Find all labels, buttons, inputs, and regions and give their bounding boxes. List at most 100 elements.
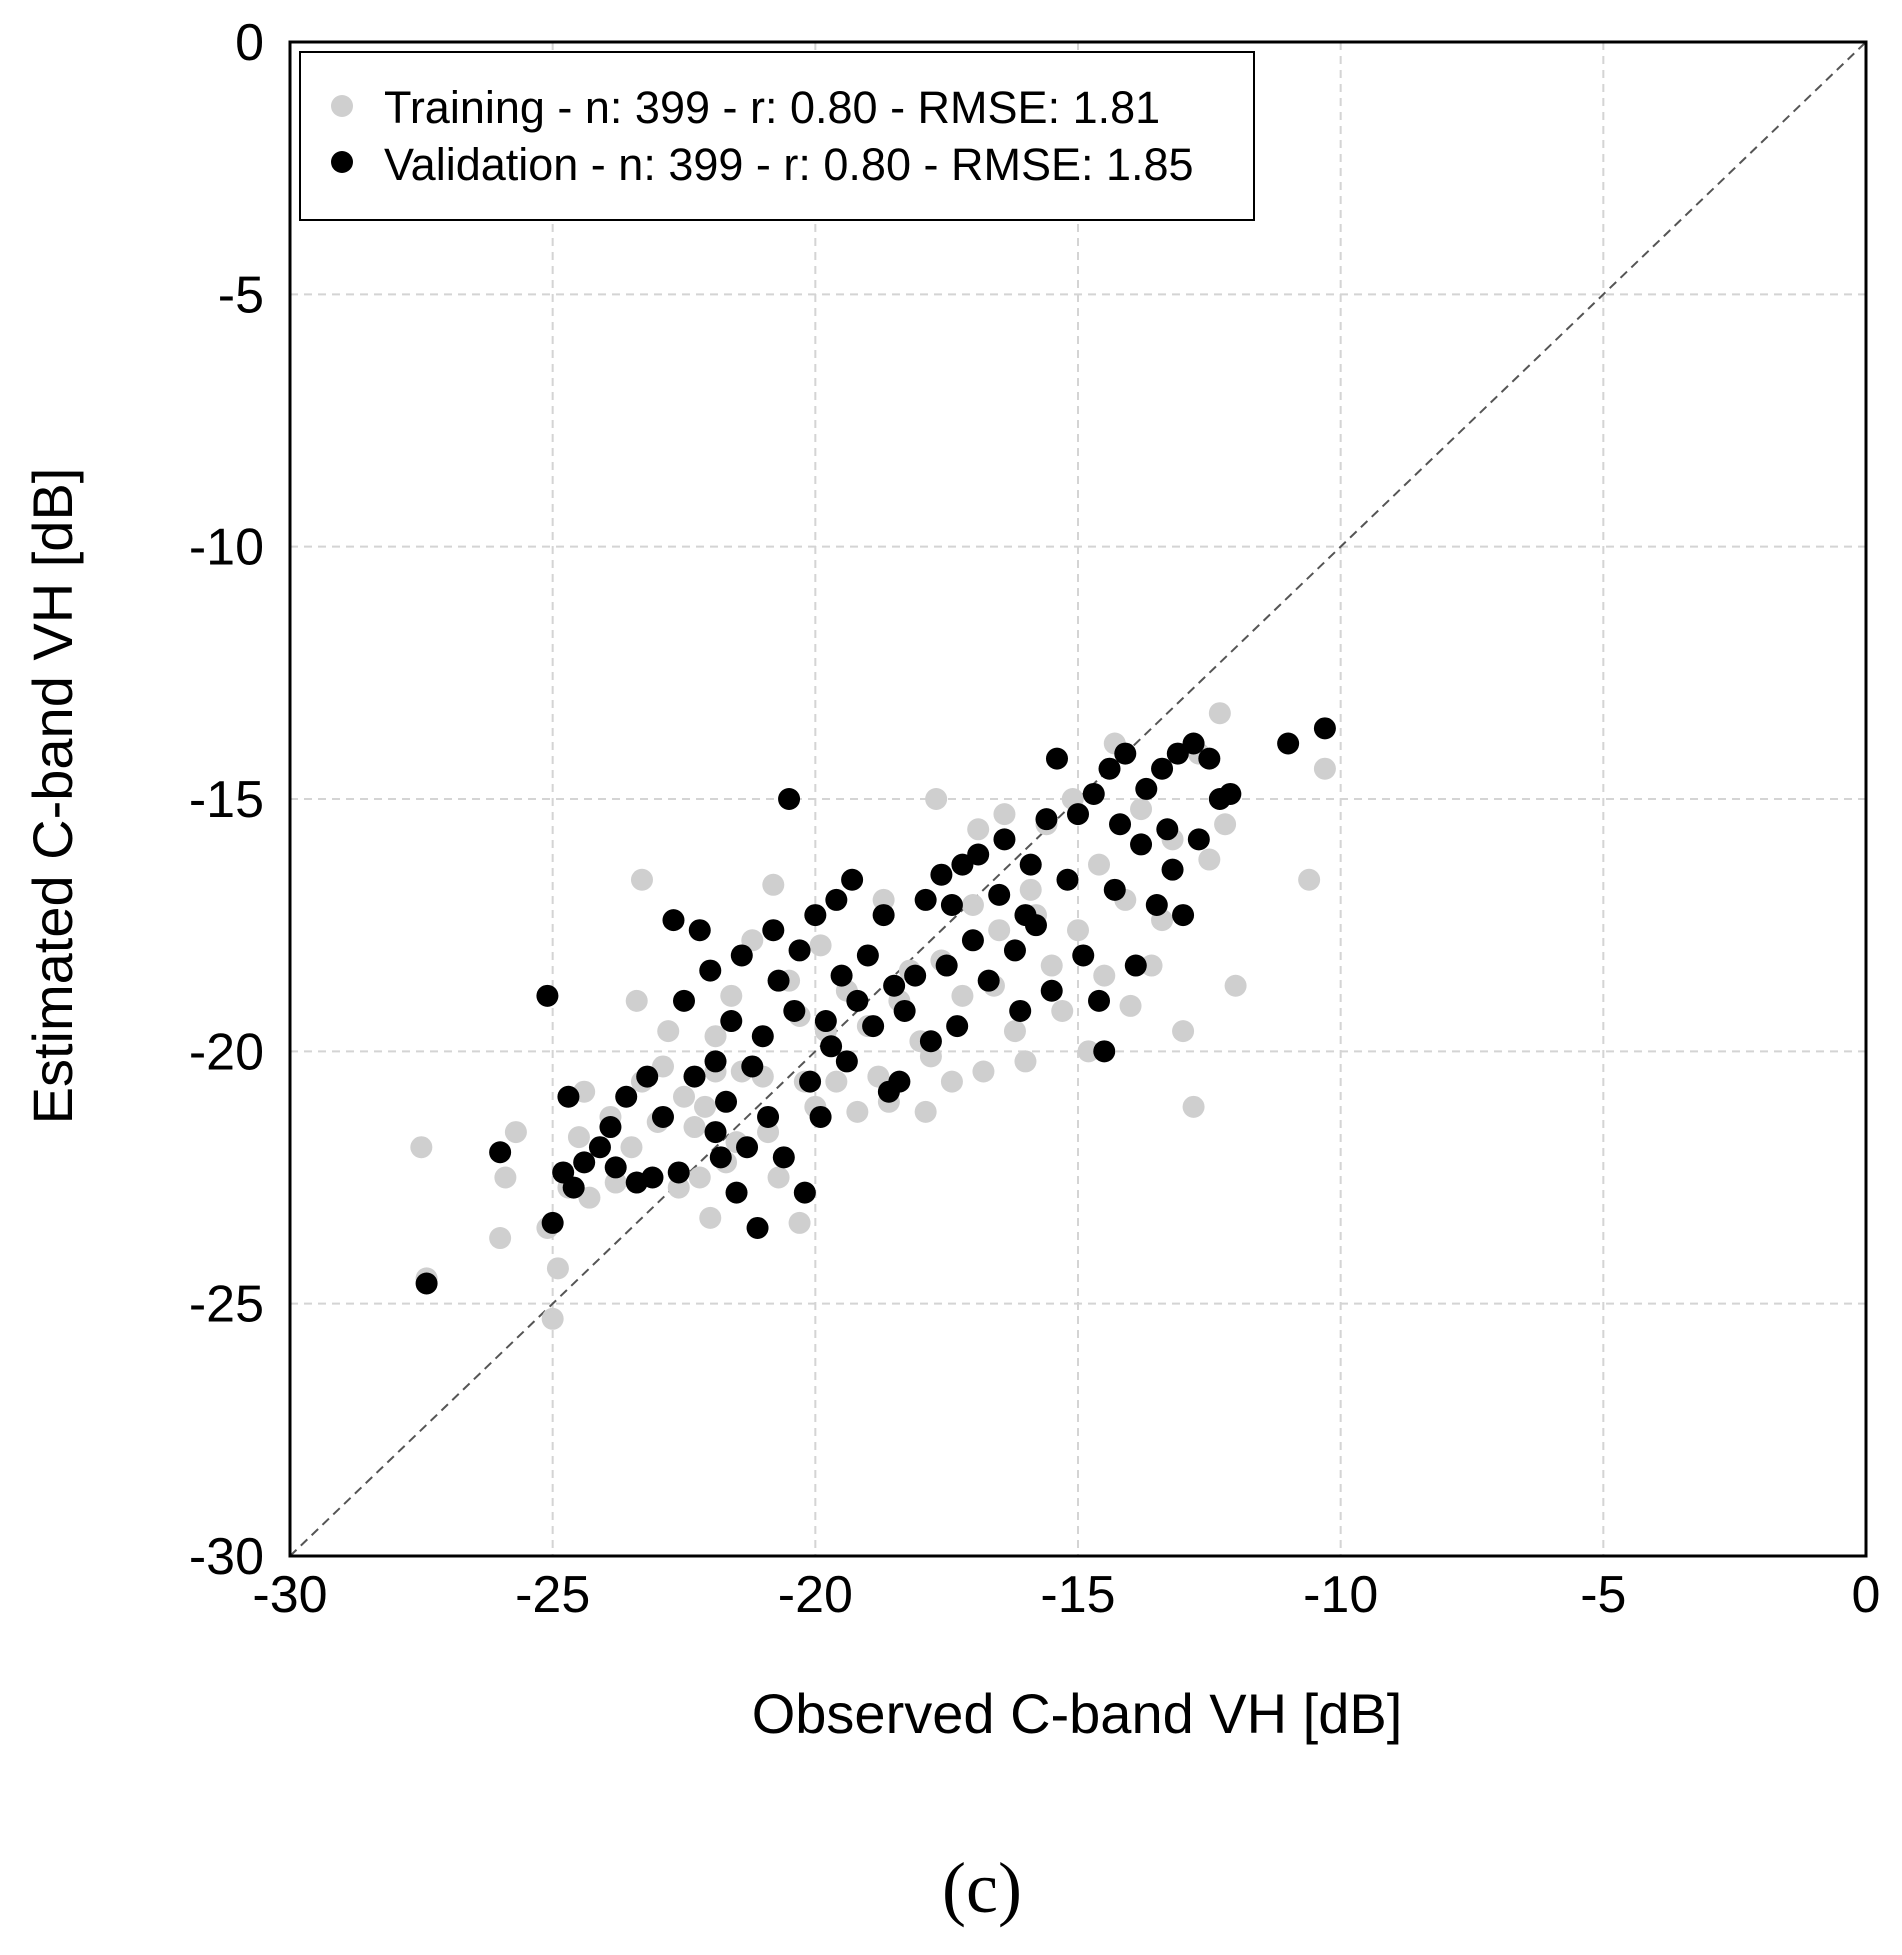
validation-point [814,1010,837,1033]
validation-point [1003,939,1026,962]
training-point [767,1166,790,1189]
x-tick-label: -30 [252,1566,327,1624]
training-point [967,818,990,841]
validation-point [736,1136,759,1159]
validation-point [1009,999,1032,1022]
training-point [1067,919,1089,942]
training-point [1003,1020,1026,1043]
training-point [988,919,1011,942]
validation-point [919,1030,942,1053]
x-tick-label: 0 [1852,1566,1881,1624]
training-point [1214,813,1237,836]
training-point [972,1060,995,1083]
validation-point [1109,813,1132,836]
training-point [1198,848,1221,871]
validation-point [862,1015,885,1038]
y-tick-label: -15 [189,771,264,829]
training-point [667,1176,690,1199]
validation-point [1082,782,1105,805]
validation-point [741,1055,764,1078]
validation-point [699,959,722,982]
validation-point [704,1050,727,1073]
validation-point [1067,803,1089,826]
training-point [788,1211,811,1234]
validation-point [757,1105,780,1128]
validation-point [1198,747,1221,770]
legend-marker-validation [331,151,353,173]
training-point [489,1227,512,1250]
validation-point [725,1181,748,1204]
validation-point [914,888,937,911]
validation-point [888,1070,911,1093]
validation-point [604,1156,627,1179]
training-point [925,788,948,810]
legend-box [299,51,1255,221]
training-point [919,1045,942,1068]
validation-point [704,1121,727,1144]
validation-point [830,964,853,987]
validation-point [841,868,864,891]
training-point [620,1136,643,1159]
y-tick-label: -20 [189,1023,264,1081]
validation-point [541,1211,564,1234]
validation-point [778,788,801,810]
validation-point [715,1090,738,1113]
training-point [872,888,895,911]
validation-point [1035,808,1058,831]
training-point [694,1095,717,1118]
validation-point [835,1050,858,1073]
training-point [688,1166,711,1189]
validation-point [1145,893,1168,916]
validation-point [993,828,1016,851]
y-tick-label: -10 [189,519,264,577]
plot-frame [288,40,1868,1558]
validation-point [636,1065,659,1088]
validation-point [720,1010,743,1033]
training-point [657,1020,680,1043]
validation-point [1156,818,1179,841]
training-point [961,893,984,916]
training-point [846,1100,869,1123]
validation-point [1088,989,1111,1012]
validation-point [846,989,869,1012]
training-point [625,989,648,1012]
x-tick-label: -10 [1303,1566,1378,1624]
validation-point [751,1025,774,1048]
legend: Training - n: 399 - r: 0.80 - RMSE: 1.81… [299,51,1255,221]
legend-label-training: Training - n: 399 - r: 0.80 - RMSE: 1.81 [384,82,1160,133]
validation-point [1161,858,1184,881]
validation-point [615,1085,638,1108]
training-point [604,1171,627,1194]
training-point [1019,878,1042,901]
validation-point [946,1015,969,1038]
validation-point [1093,1040,1116,1063]
training-point [1051,999,1074,1022]
validation-point [977,969,1000,992]
training-point [993,803,1016,826]
training-point [699,1206,722,1229]
training-point [1040,954,1063,977]
training-point [541,1307,564,1330]
training-point [651,1055,674,1078]
training-point [762,873,785,896]
validation-point [415,1272,438,1295]
training-point [410,1136,433,1159]
validation-point [1130,833,1153,856]
one-to-one-reference-line [289,41,1867,1557]
training-point [1313,757,1336,780]
validation-point [673,989,695,1012]
training-point [951,984,974,1007]
training-point [504,1121,527,1144]
validation-point [935,954,958,977]
x-tick-label: -25 [515,1566,590,1624]
validation-point [1135,777,1158,800]
validation-point [1124,954,1147,977]
validation-point [1219,782,1242,805]
validation-point [872,904,895,927]
validation-point [762,919,785,942]
validation-point [856,944,879,967]
y-tick-label: -25 [189,1276,264,1334]
validation-point [1313,717,1336,740]
training-point [494,1166,517,1189]
validation-point [804,904,827,927]
